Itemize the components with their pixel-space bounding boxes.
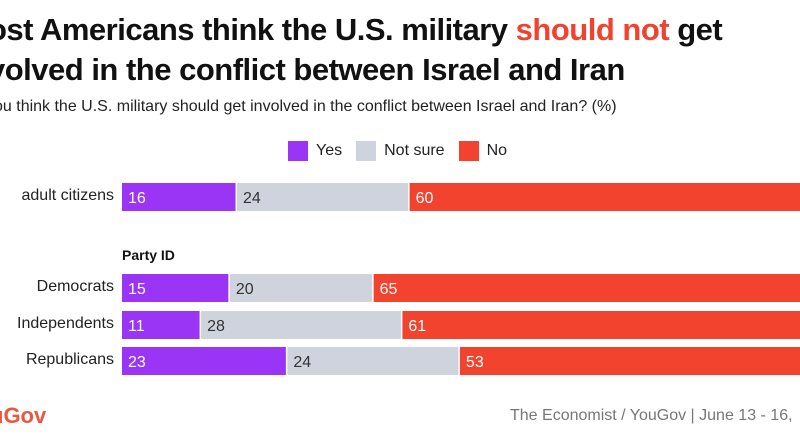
bar-not-sure [201, 311, 401, 339]
group-label: Party ID [122, 247, 175, 263]
data-label: 20 [236, 281, 254, 298]
title-text: ost Americans think the U.S. military [0, 12, 516, 47]
title-line2: volved in the conflict between Israel an… [0, 52, 625, 87]
legend-item: Yes [288, 141, 342, 161]
title-text-end: get [669, 12, 723, 47]
bar-yes [122, 347, 286, 375]
category-label: Democrats [36, 278, 114, 295]
bar-yes [122, 311, 200, 339]
data-label: 53 [466, 354, 484, 371]
bar-not-sure [287, 347, 459, 375]
data-label: 60 [416, 190, 434, 207]
legend-label: No [486, 142, 508, 159]
legend-swatch [458, 141, 479, 161]
data-label: 65 [380, 281, 398, 298]
legend-label: Yes [316, 142, 343, 159]
data-label: 24 [243, 190, 261, 207]
data-label: 15 [128, 281, 146, 298]
bar-yes [122, 183, 236, 211]
legend-item: No [458, 141, 508, 161]
source-note: The Economist / YouGov | June 13 - 16, [510, 407, 793, 424]
data-label: 24 [293, 354, 311, 371]
data-label: 61 [408, 318, 426, 335]
data-label: 28 [207, 318, 225, 335]
bar-no [459, 347, 800, 375]
category-label: adult citizens [21, 187, 115, 204]
chart-title: ost Americans think the U.S. military sh… [0, 10, 723, 90]
chart-subtitle: ou think the U.S. military should get in… [0, 98, 617, 115]
legend-item: Not sure [356, 141, 445, 161]
bar-not-sure [229, 274, 373, 302]
legend-swatch [288, 141, 308, 161]
bar-no [402, 311, 800, 339]
title-highlight: should not [515, 12, 670, 47]
yougov-logo: uGov [0, 403, 47, 428]
bar-not-sure [237, 183, 409, 211]
category-label: Independents [17, 315, 114, 332]
data-label: 23 [128, 354, 146, 371]
legend-swatch [356, 141, 377, 161]
data-label: 16 [128, 190, 146, 207]
legend-label: Not sure [384, 142, 445, 159]
category-label: Republicans [25, 351, 114, 368]
data-label: 11 [128, 318, 145, 335]
bar-no [409, 183, 800, 211]
legend: Yes Not sure No [288, 141, 507, 161]
bar-yes [122, 274, 229, 302]
bar-no [373, 274, 800, 302]
